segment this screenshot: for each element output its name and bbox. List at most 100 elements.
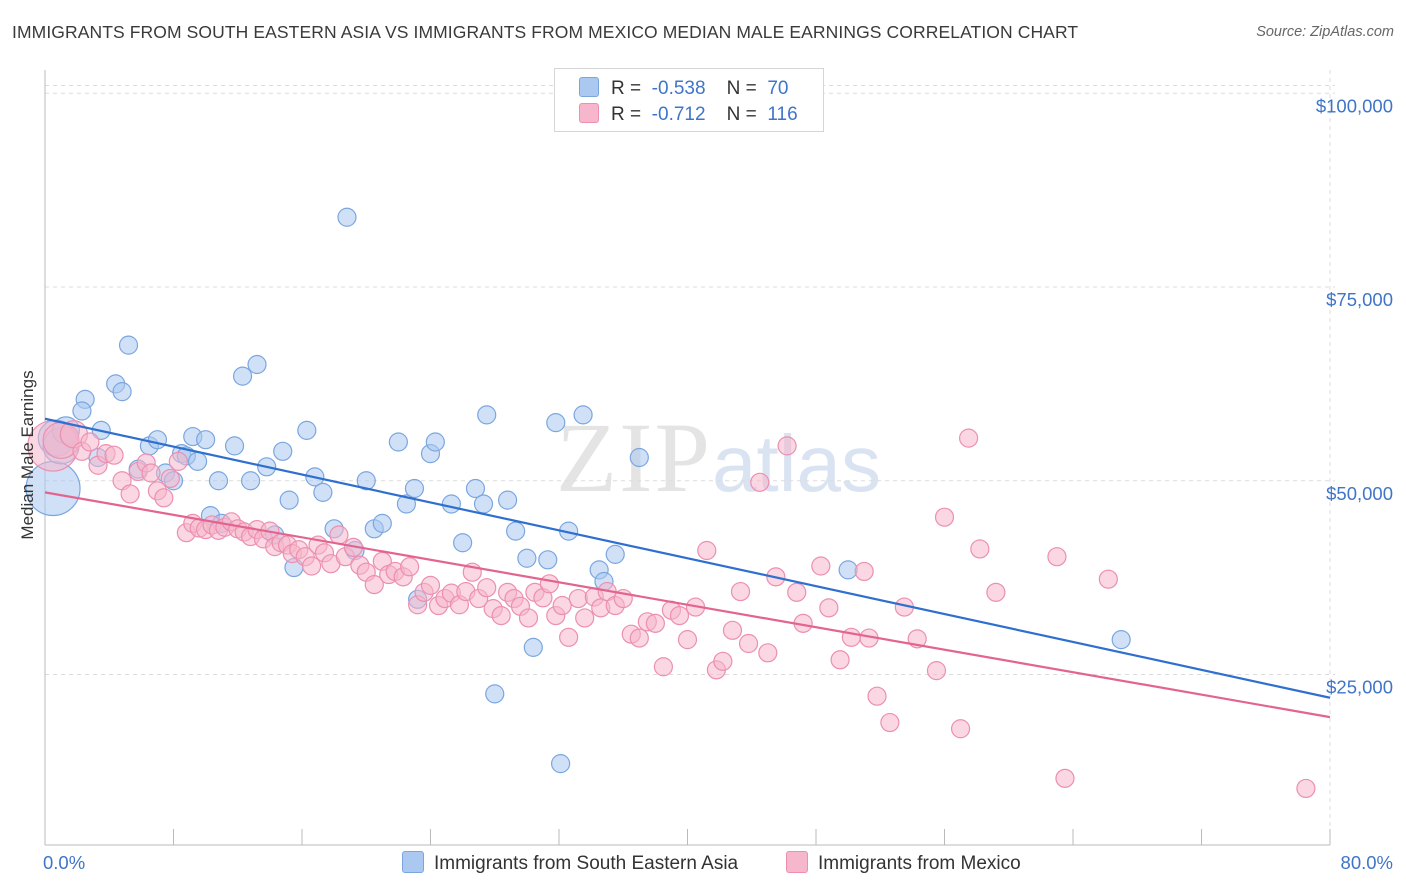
legend-label: Immigrants from South Eastern Asia [434,853,739,874]
data-point-mexico [302,556,322,576]
data-point-mexico [830,650,850,670]
data-point-south-eastern-asia [404,478,425,499]
chart-title: IMMIGRANTS FROM SOUTH EASTERN ASIA VS IM… [12,22,1079,42]
data-point-south-eastern-asia [517,548,537,568]
y-tick-label: $25,000 [1326,677,1393,698]
data-point-mexico [1055,768,1075,788]
data-point-mexico [787,582,807,602]
stats-row-mexico: R = -0.712 N = 116 [579,103,798,125]
data-point-south-eastern-asia [187,451,208,471]
data-point-mexico [568,588,588,609]
data-point-mexico [80,432,100,452]
data-point-south-eastern-asia [147,430,168,450]
data-point-south-eastern-asia [388,432,408,452]
data-point-mexico [758,643,778,663]
data-point-mexico [518,608,539,628]
data-point-mexico [491,605,511,626]
data-point-mexico [400,557,420,577]
data-point-mexico [722,620,743,640]
data-point-south-eastern-asia [629,447,649,468]
data-point-south-eastern-asia [241,471,261,491]
data-point-mexico [958,428,979,448]
data-point-south-eastern-asia [72,401,92,421]
data-point-mexico [713,651,733,671]
data-point-mexico [738,633,759,654]
stats-row-south-eastern-asia: R = -0.538 N = 70 [579,77,788,99]
watermark: ZIPatlas [556,400,881,515]
data-point-mexico [329,525,349,545]
data-point-mexico [669,605,690,626]
data-point-mexico [168,451,188,471]
data-point-mexico [154,488,174,508]
data-point-mexico [653,657,674,677]
data-point-south-eastern-asia [538,550,558,570]
n-label: N = [726,104,757,125]
data-point-south-eastern-asia [118,335,139,355]
swatch-pink [579,103,599,123]
data-point-mexico [730,581,751,602]
data-point-south-eastern-asia [838,560,858,580]
tick-labels: $25,000 $50,000 $75,000 $100,000 0.0% 80.0% [43,95,1393,873]
data-point-mexico [120,484,140,504]
data-point-mexico [819,598,839,618]
axes [44,70,1331,846]
data-point-mexico [926,661,947,681]
r-value: -0.712 [651,104,706,125]
swatch-blue [579,77,599,97]
y-tick-label: $100,000 [1316,95,1393,116]
y-axis-title: Median Male Earnings [18,370,37,539]
trend-line-south-eastern-asia [44,417,1331,699]
n-value: 70 [767,78,789,99]
y-tick-label: $75,000 [1326,289,1393,310]
data-point-south-eastern-asia [441,494,461,514]
data-point-south-eastern-asia [1111,630,1131,650]
data-point-south-eastern-asia [605,544,625,564]
data-point-south-eastern-asia [232,366,253,386]
data-point-south-eastern-asia [473,494,494,514]
data-point-mexico [750,472,770,492]
data-point-mexico [986,582,1006,602]
data-point-mexico [559,627,579,647]
data-point-mexico [645,613,665,633]
data-point-mexico [364,574,384,595]
grid-lines [45,70,1335,845]
data-point-mexico [841,627,861,647]
data-point-south-eastern-asia [465,478,486,499]
legend-swatch-pink [786,851,808,873]
data-point-mexico [575,608,595,628]
data-point-mexico [104,445,124,465]
n-label: N = [726,78,757,99]
data-point-mexico [970,539,990,559]
data-point-south-eastern-asia [208,471,229,491]
data-point-south-eastern-asia [356,471,376,491]
trend-line-mexico [44,491,1331,719]
data-point-south-eastern-asia [573,405,593,425]
data-point-south-eastern-asia [372,513,392,533]
watermark-atlas: atlas [712,419,881,508]
data-point-mexico [539,574,559,594]
x-tick-label: 0.0% [43,852,85,873]
data-point-mexico [854,561,874,582]
legend-item-mexico[interactable]: Immigrants from Mexico [786,851,1021,875]
legend-swatch-blue [402,851,424,873]
data-point-mexico [477,578,497,598]
data-point-mexico [677,630,698,650]
data-point-south-eastern-asia [425,432,445,452]
data-point-south-eastern-asia [453,533,473,553]
data-point-south-eastern-asia [313,482,333,502]
legend-item-south-eastern-asia[interactable]: Immigrants from South Eastern Asia [402,851,738,875]
chart-source: Source: ZipAtlas.com [1256,24,1394,40]
data-point-mexico [880,712,900,733]
data-point-mexico [629,628,649,648]
data-point-south-eastern-asia [546,413,566,433]
r-label: R = [611,104,642,125]
data-point-south-eastern-asia [196,430,216,450]
x-tick-label: 80.0% [1341,852,1393,873]
data-point-mexico [420,575,441,595]
data-point-mexico [552,595,572,616]
r-label: R = [611,78,642,99]
series-mexico [27,420,1316,799]
data-point-mexico [867,686,887,706]
data-point-south-eastern-asia [551,754,571,774]
